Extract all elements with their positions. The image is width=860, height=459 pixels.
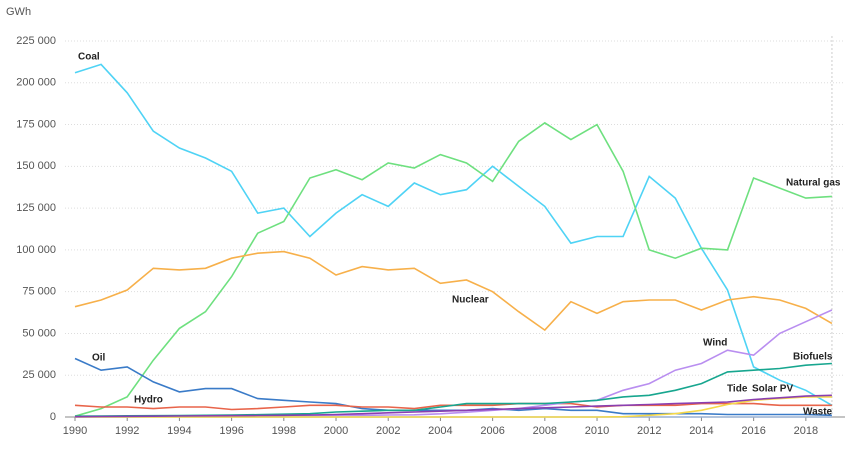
x-tick-label: 2000 bbox=[324, 425, 348, 437]
series-label: Oil bbox=[92, 353, 106, 364]
y-tick-label: 0 bbox=[50, 411, 56, 423]
series-label: Solar PV bbox=[752, 384, 793, 395]
y-tick-label: 175 000 bbox=[16, 118, 56, 130]
x-tick-label: 2004 bbox=[428, 425, 452, 437]
y-tick-label: 150 000 bbox=[16, 160, 56, 172]
series-line bbox=[75, 309, 833, 418]
series-label: Nuclear bbox=[452, 295, 489, 306]
y-tick-label: 125 000 bbox=[16, 202, 56, 214]
x-tick-label: 2014 bbox=[689, 425, 713, 437]
x-tick-label: 2002 bbox=[376, 425, 400, 437]
y-tick-label: 75 000 bbox=[22, 286, 56, 298]
x-tick-label: 2006 bbox=[480, 425, 504, 437]
series-line bbox=[74, 63, 833, 406]
series-line bbox=[74, 250, 833, 332]
x-tick-label: 2018 bbox=[794, 425, 818, 437]
x-tick-label: 2010 bbox=[585, 425, 609, 437]
series-label: Waste bbox=[803, 407, 833, 418]
series-label: Biofuels bbox=[793, 352, 833, 363]
y-tick-label: 25 000 bbox=[22, 369, 56, 381]
x-tick-label: 1990 bbox=[63, 425, 87, 437]
y-tick-label: 50 000 bbox=[22, 327, 56, 339]
series-line bbox=[74, 121, 832, 417]
series-label: Natural gas bbox=[786, 178, 841, 189]
y-tick-label: 225 000 bbox=[16, 35, 56, 47]
series-line bbox=[75, 396, 832, 418]
series-line bbox=[74, 394, 832, 418]
x-tick-label: 2012 bbox=[637, 425, 661, 437]
x-tick-label: 1996 bbox=[219, 425, 243, 437]
x-tick-label: 1994 bbox=[167, 425, 191, 437]
y-tick-label: 100 000 bbox=[16, 244, 56, 256]
y-axis-unit: GWh bbox=[6, 6, 31, 18]
x-tick-label: 2016 bbox=[741, 425, 765, 437]
series-label: Coal bbox=[78, 52, 100, 63]
series-label: Tide bbox=[727, 384, 748, 395]
x-tick-label: 1998 bbox=[272, 425, 296, 437]
series-label: Wind bbox=[703, 338, 727, 349]
series-line bbox=[74, 362, 832, 417]
x-tick-label: 1992 bbox=[115, 425, 139, 437]
series-label: Hydro bbox=[134, 395, 163, 406]
y-tick-label: 200 000 bbox=[16, 77, 56, 89]
x-tick-label: 2008 bbox=[533, 425, 557, 437]
